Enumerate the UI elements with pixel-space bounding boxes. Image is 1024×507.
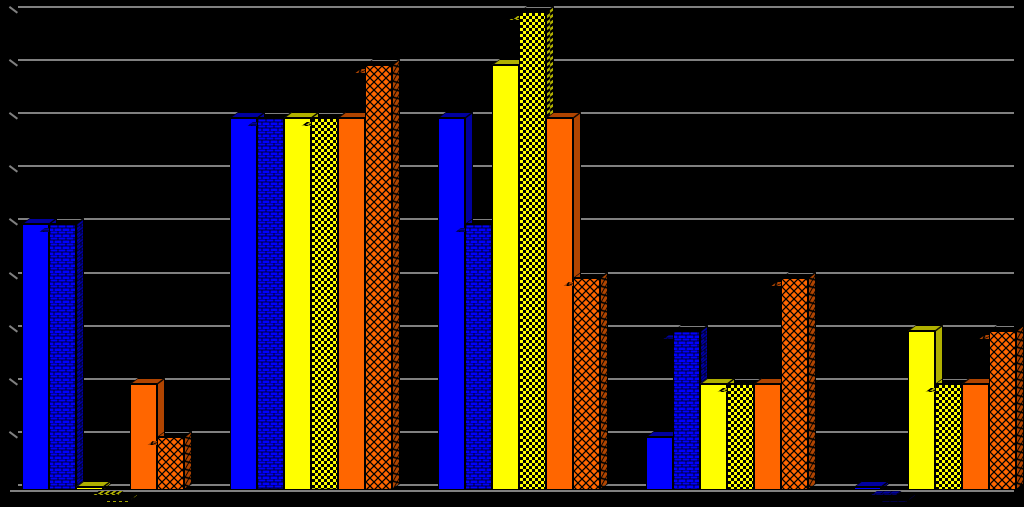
bar <box>365 65 392 490</box>
bar-chart <box>0 0 1024 507</box>
bar <box>230 118 257 490</box>
bar <box>519 12 546 490</box>
bar <box>49 224 76 490</box>
bar <box>908 331 935 490</box>
bar <box>157 437 184 490</box>
bar <box>257 118 284 490</box>
bar <box>130 384 157 490</box>
bar <box>881 487 908 490</box>
bar <box>338 118 365 490</box>
bar <box>311 118 338 490</box>
bar <box>438 118 465 490</box>
bar <box>573 278 600 490</box>
bar <box>962 384 989 490</box>
bar <box>935 384 962 490</box>
bar <box>284 118 311 490</box>
bar <box>781 278 808 490</box>
bar <box>103 487 130 490</box>
bar <box>989 331 1016 490</box>
bar <box>546 118 573 490</box>
bar <box>754 384 781 490</box>
bar <box>492 65 519 490</box>
bar <box>854 487 881 490</box>
bar <box>646 437 673 490</box>
bar <box>76 487 103 490</box>
bar <box>465 224 492 490</box>
bar <box>673 331 700 490</box>
bar <box>727 384 754 490</box>
bar <box>700 384 727 490</box>
bar <box>22 224 49 490</box>
